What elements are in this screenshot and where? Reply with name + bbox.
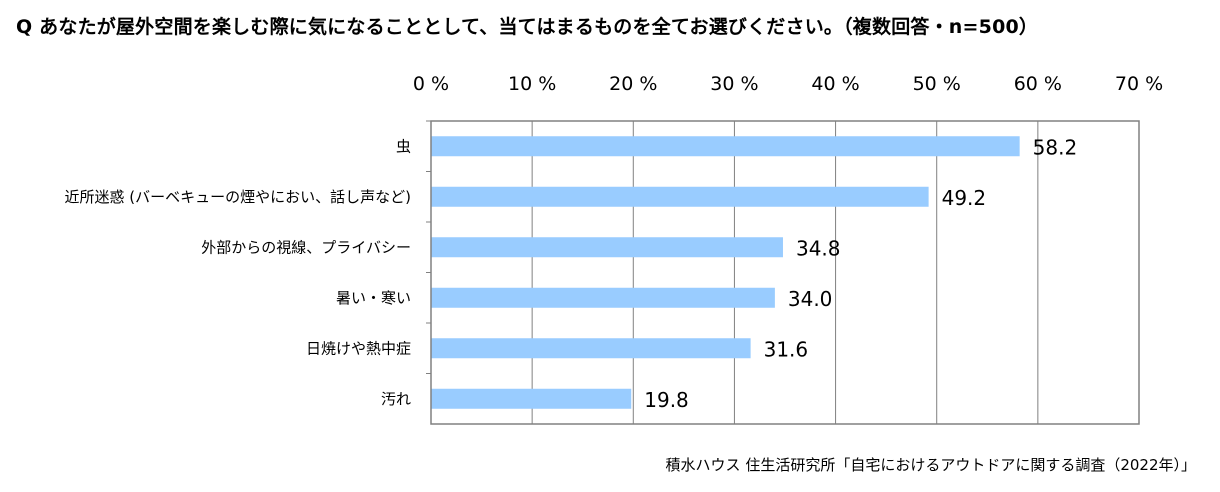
x-axis-ticks: 0 % 10 % 20 % 30 % 40 % 50 % 60 % 70 % [413,73,1163,95]
category-label: 汚れ [381,390,411,408]
category-label: 近所迷惑 (バーベキューの煙やにおい、話し声など) [65,188,411,206]
bar [431,136,1020,157]
bars [426,120,1020,409]
bar [431,287,775,308]
bar [431,237,783,258]
x-tick-label: 60 % [1014,73,1062,95]
category-label: 日焼けや熱中症 [306,339,411,357]
category-label: 暑い・寒い [336,289,411,307]
value-label: 34.8 [796,236,841,260]
value-label: 49.2 [942,186,987,210]
x-tick-label: 50 % [913,73,961,95]
value-label: 31.6 [764,337,809,361]
value-label: 19.8 [644,388,689,412]
x-tick-label: 10 % [508,73,556,95]
x-tick-label: 70 % [1115,73,1163,95]
value-label: 34.0 [788,287,833,311]
gridlines [531,121,1039,424]
source-note: 積水ハウス 住生活研究所「自宅におけるアウトドアに関する調査（2022年）」 [665,456,1196,474]
category-label: 外部からの視線、プライバシー [201,238,411,256]
x-tick-label: 30 % [710,73,758,95]
chart-title: Q あなたが屋外空間を楽しむ際に気になることとして、当てはまるものを全てお選びく… [16,16,1039,38]
bar [431,338,751,359]
plot-frame [430,120,1140,425]
value-label: 58.2 [1033,135,1078,159]
x-tick-label: 40 % [811,73,859,95]
value-labels: 58.2 49.2 34.8 34.0 31.6 19.8 [644,135,1077,412]
bar [431,388,632,409]
x-tick-label: 20 % [609,73,657,95]
category-label: 虫 [396,137,411,155]
bar [431,186,929,207]
x-tick-label: 0 % [413,73,449,95]
